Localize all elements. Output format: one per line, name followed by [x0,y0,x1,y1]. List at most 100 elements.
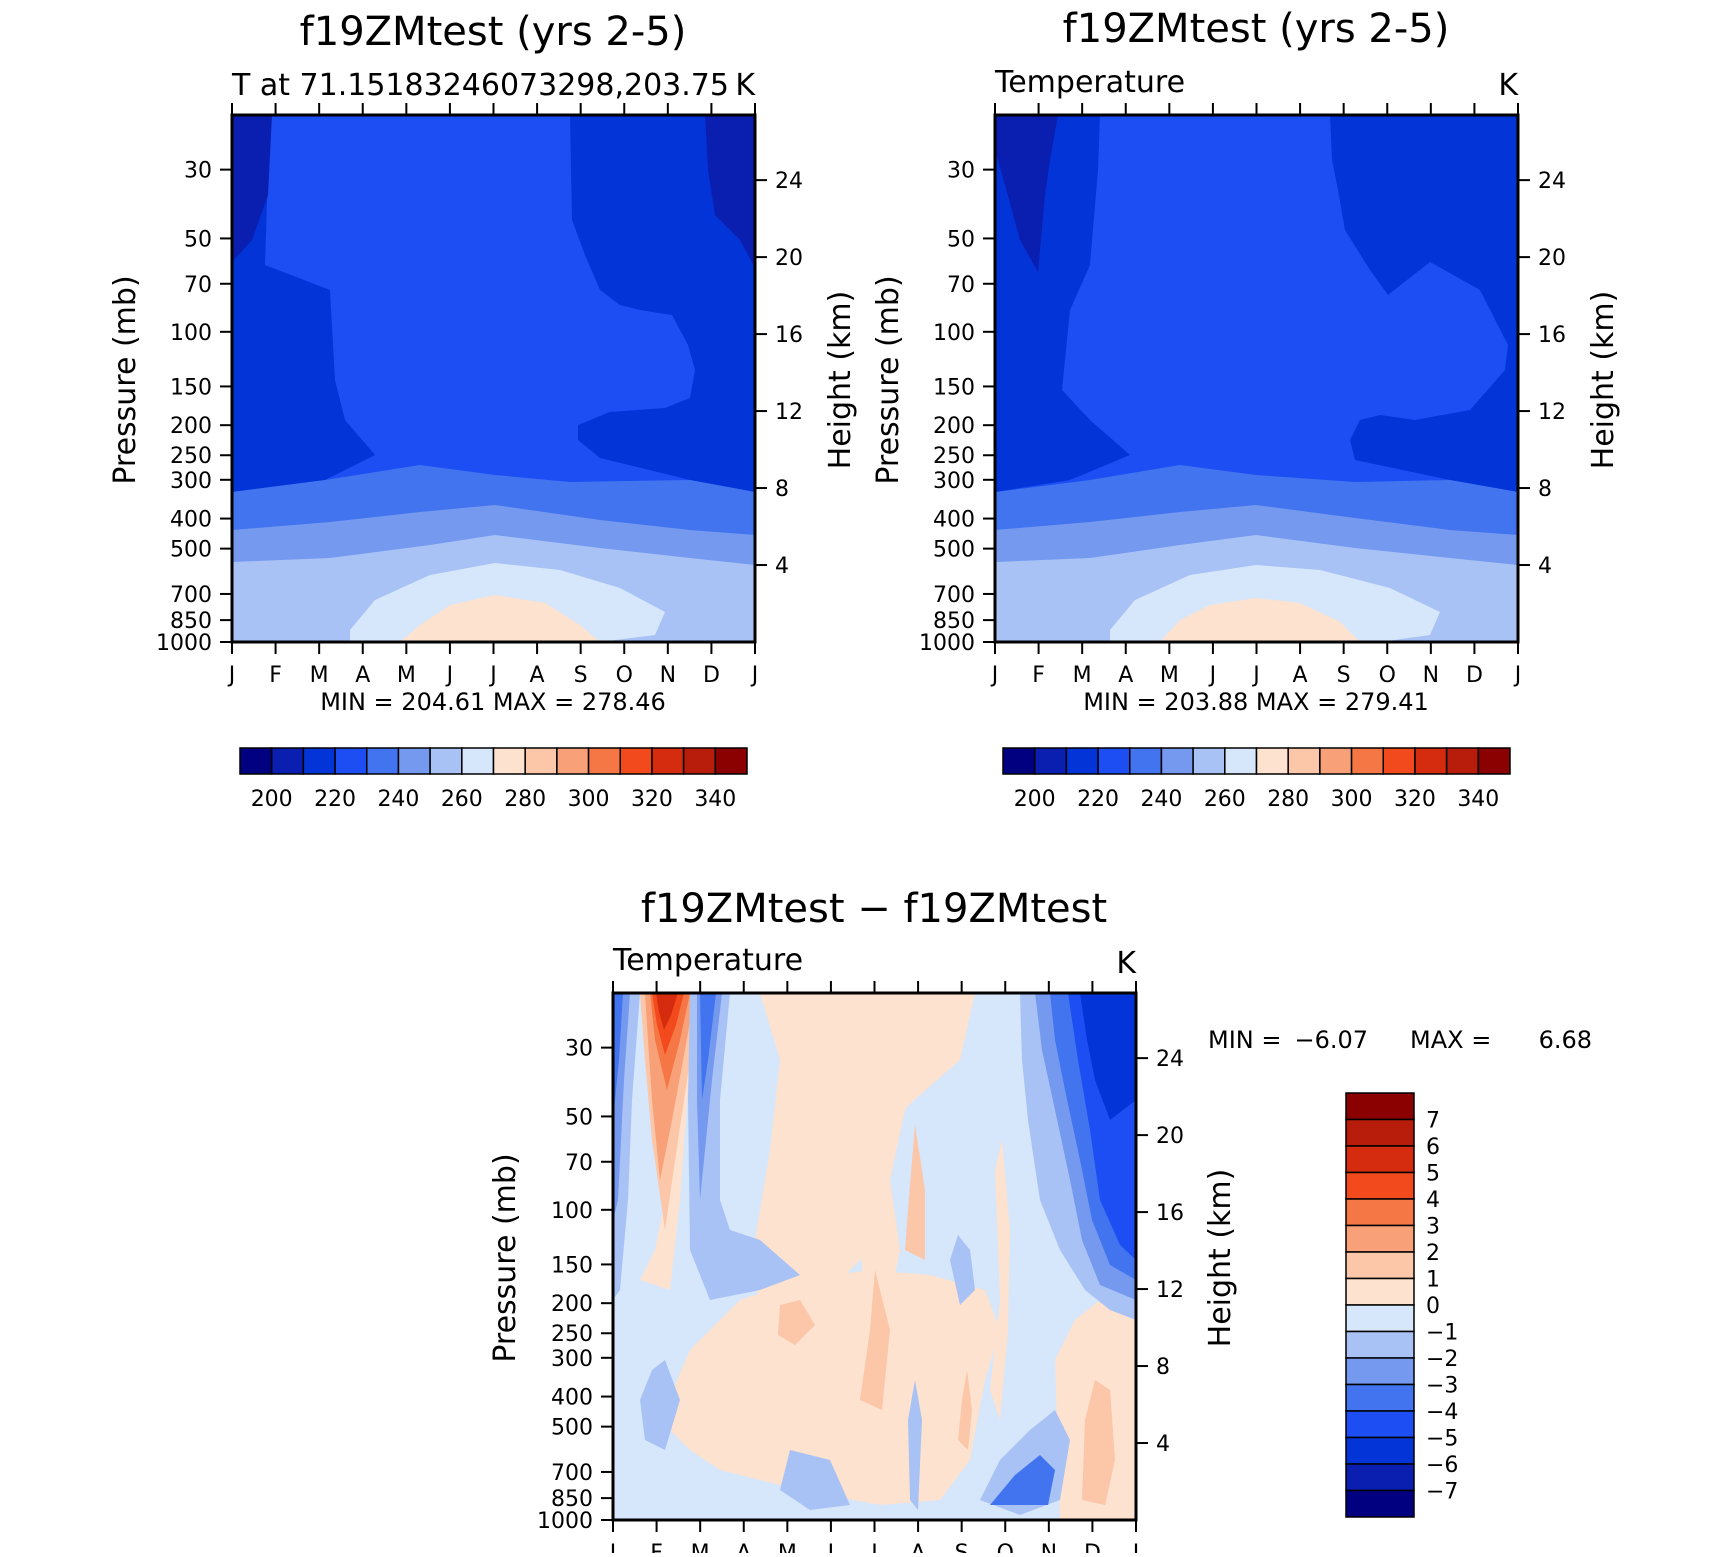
colorbar-swatch [1445,747,1480,775]
height-tick-label: 8 [1156,1355,1170,1380]
colorbar-swatch [1345,1330,1415,1359]
month-tick-label: J [608,1541,617,1553]
pressure-tick-label: 700 [933,583,975,608]
colorbar-swatch [1350,747,1384,775]
pressure-tick-label: 50 [184,227,212,252]
colorbar-swatch [270,747,305,775]
height-tick-label: 16 [775,323,803,348]
panel-3-units: K [1116,946,1137,981]
panel-2-colorbar: 200 220 240 260 280 300 320 340 [1002,747,1511,812]
height-tick-label: 4 [775,554,789,579]
colorbar-swatch [397,747,431,775]
month-tick-label: F [1032,663,1045,688]
month-tick-label: M [310,663,329,688]
colorbar-swatch [1160,747,1194,775]
pressure-tick-label: 500 [933,538,975,563]
pressure-tick-label: 850 [170,609,212,634]
colorbar-swatch [1345,1410,1415,1439]
colorbar-swatch [1345,1357,1415,1386]
height-tick-label: 12 [775,400,803,425]
colorbar-label: 320 [631,787,673,812]
month-tick-label: M [397,663,416,688]
month-tick-label: N [1423,663,1439,688]
pressure-tick-label: 30 [184,159,212,184]
pressure-tick-label: 30 [947,159,975,184]
panel-2-min-max: MIN = 203.88 MAX = 279.41 [1083,688,1429,716]
pressure-tick-label: 1000 [156,631,212,656]
month-tick-label: J [1251,663,1260,688]
month-tick-label: A [1118,663,1133,688]
colorbar-swatch [1345,1171,1415,1200]
pressure-tick-label: 400 [170,508,212,533]
colorbar-label: 220 [1077,787,1119,812]
colorbar-label: −2 [1426,1347,1458,1372]
month-tick-label: J [869,1541,878,1553]
pressure-tick-label: 250 [170,444,212,469]
pressure-tick-label: 30 [565,1037,593,1062]
pressure-tick-label: 70 [565,1151,593,1176]
month-tick-label: S [574,663,588,688]
panel-2-title: f19ZMtest (yrs 2-5) [1063,6,1450,52]
colorbar-swatch [1382,747,1416,775]
panel-3-min-label: MIN = [1208,1026,1281,1054]
panel-3-ylabel-pressure: Pressure (mb) [488,1153,523,1362]
colorbar-label: 240 [377,787,419,812]
panel-1-subtitle: T at 71.15183246073298,203.75 [231,68,729,103]
colorbar-swatch [1345,1277,1415,1306]
colorbar-swatch [1414,747,1448,775]
pressure-tick-label: 300 [170,469,212,494]
pressure-tick-label: 700 [551,1461,593,1486]
colorbar-swatch [1345,1463,1415,1492]
panel-1-contour-field [232,115,755,642]
month-tick-label: J [990,663,999,688]
panel-3-contour-field [613,993,1136,1520]
month-tick-label: F [269,663,282,688]
panel-2-subtitle: Temperature [994,65,1185,100]
colorbar-label: 6 [1426,1135,1440,1160]
panel-2-contour-field [995,115,1518,642]
colorbar-swatch [429,747,463,775]
colorbar-swatch [1345,1145,1415,1174]
diff-region-0-1 [860,993,975,1330]
height-tick-label: 8 [775,477,789,502]
month-tick-label: O [616,663,633,688]
panel-3-min-value: −6.07 [1294,1026,1368,1054]
diff-region-neg2-neg1 [908,1380,922,1510]
colorbar-swatch [1319,747,1353,775]
pressure-tick-label: 100 [170,321,212,346]
panel-1-ylabel-height: Height (km) [823,291,858,470]
colorbar-label: 7 [1426,1109,1440,1134]
month-tick-label: M [691,1541,710,1553]
colorbar-swatch [239,747,273,775]
colorbar-swatch [1192,747,1226,775]
pressure-tick-label: 100 [551,1199,593,1224]
colorbar-swatch [587,747,621,775]
month-tick-label: J [1208,663,1217,688]
month-tick-label: D [1084,1541,1101,1553]
colorbar-swatch [492,747,526,775]
colorbar-swatch [1345,1251,1415,1280]
height-tick-label: 12 [1538,400,1566,425]
panel-2-units: K [1498,68,1519,103]
height-tick-label: 16 [1156,1201,1184,1226]
colorbar-swatch [1345,1092,1415,1121]
temp-region-210-220 [570,115,755,492]
pressure-tick-label: 200 [551,1292,593,1317]
pressure-tick-label: 100 [933,321,975,346]
panel-3-max-value: 6.68 [1539,1026,1592,1054]
colorbar-swatch [302,747,336,775]
colorbar-label: 280 [1267,787,1309,812]
pressure-tick-label: 1000 [919,631,975,656]
month-tick-label: J [488,663,497,688]
colorbar-swatch [1345,1383,1415,1412]
colorbar-swatch [334,747,368,775]
colorbar-swatch [1033,747,1068,775]
colorbar-label: 340 [1457,787,1499,812]
colorbar-swatch [1287,747,1321,775]
colorbar-label: −5 [1426,1427,1458,1452]
colorbar-swatch [461,747,495,775]
colorbar-label: 4 [1426,1188,1440,1213]
month-tick-label: O [997,1541,1014,1553]
panel-3: f19ZMtest − f19ZMtest Temperature K [488,886,1592,1557]
